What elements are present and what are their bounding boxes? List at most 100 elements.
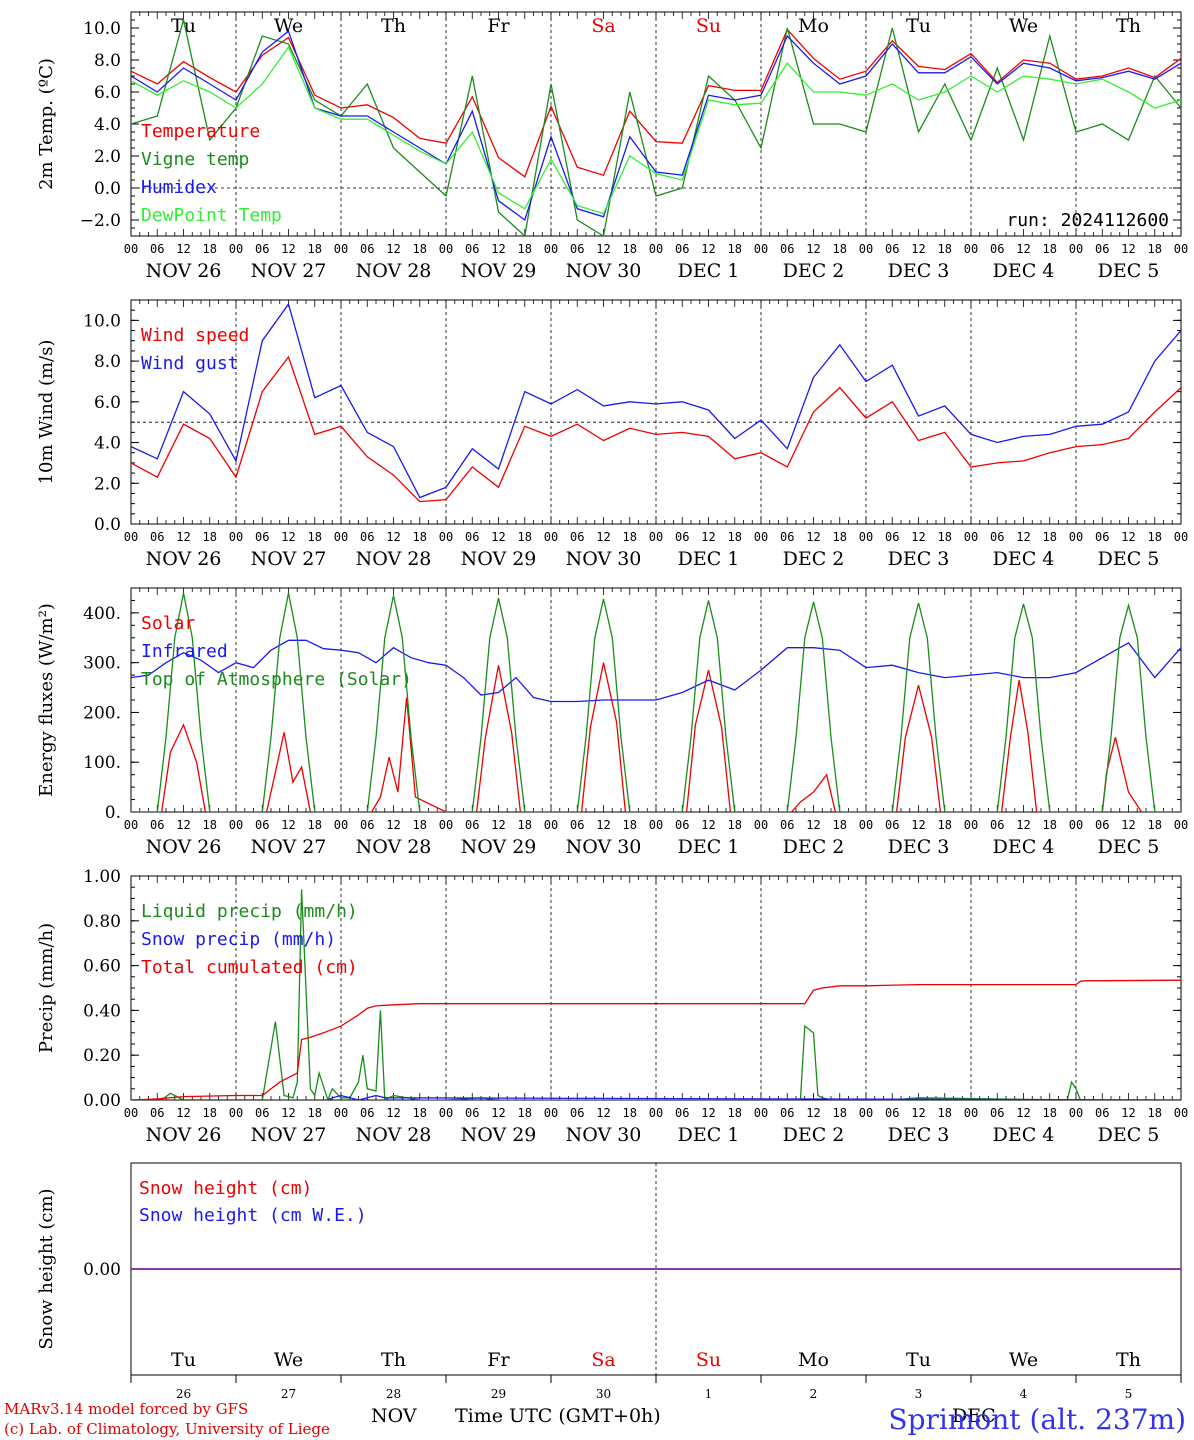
- legend-entry: Vigne temp: [141, 149, 249, 170]
- y-tick-label: 0.80: [83, 912, 121, 932]
- day-number: 5: [1125, 1387, 1133, 1401]
- hour-tick-label: 12: [1016, 1106, 1030, 1120]
- hour-tick-label: 18: [203, 242, 217, 256]
- hour-tick-label: 18: [1043, 242, 1057, 256]
- y-tick-label: 0.60: [83, 957, 121, 977]
- hour-tick-label: 06: [885, 242, 899, 256]
- date-label: NOV 30: [566, 1124, 642, 1146]
- hour-tick-label: 00: [649, 818, 663, 832]
- y-tick-label: 0.0: [94, 515, 121, 535]
- hour-tick-label: 12: [491, 530, 505, 544]
- y-tick-label: 6.0: [94, 83, 121, 103]
- hour-tick-label: 12: [701, 818, 715, 832]
- hour-tick-label: 06: [150, 1106, 164, 1120]
- date-label: NOV 26: [146, 1124, 222, 1146]
- hour-tick-label: 18: [413, 818, 427, 832]
- date-label: NOV 30: [566, 548, 642, 570]
- hour-tick-label: 00: [1174, 818, 1188, 832]
- date-label: NOV 26: [146, 836, 222, 858]
- y-tick-label: 2.0: [94, 474, 121, 494]
- y-axis-label: 10m Wind (m/s): [36, 340, 57, 485]
- hour-tick-label: 12: [386, 818, 400, 832]
- hour-tick-label: 12: [1121, 818, 1135, 832]
- hour-tick-label: 12: [281, 818, 295, 832]
- y-tick-label: 0.00: [83, 1091, 121, 1111]
- hour-tick-label: 12: [806, 1106, 820, 1120]
- hour-tick-label: 18: [518, 530, 532, 544]
- hour-tick-label: 12: [701, 530, 715, 544]
- hour-tick-label: 06: [150, 818, 164, 832]
- hour-tick-label: 12: [806, 818, 820, 832]
- hour-tick-label: 12: [281, 242, 295, 256]
- hour-tick-label: 12: [281, 530, 295, 544]
- date-label: DEC 5: [1098, 1124, 1160, 1146]
- hour-tick-label: 00: [544, 242, 558, 256]
- date-label: NOV 29: [461, 548, 537, 570]
- date-label: NOV 28: [356, 1124, 432, 1146]
- y-tick-label: 10.0: [83, 311, 121, 331]
- day-number: 30: [596, 1387, 611, 1401]
- hour-tick-label: 00: [649, 242, 663, 256]
- hour-tick-label: 18: [728, 818, 742, 832]
- hour-tick-label: 18: [1043, 530, 1057, 544]
- hour-tick-label: 12: [491, 1106, 505, 1120]
- day-label: Sa: [591, 15, 615, 37]
- hour-tick-label: 00: [439, 1106, 453, 1120]
- day-number: 3: [915, 1387, 923, 1401]
- hour-tick-label: 12: [596, 818, 610, 832]
- hour-tick-label: 06: [360, 242, 374, 256]
- date-label: DEC 4: [993, 548, 1055, 570]
- hour-tick-label: 18: [623, 242, 637, 256]
- hour-tick-label: 06: [885, 1106, 899, 1120]
- day-number: 26: [176, 1387, 191, 1401]
- day-label: Th: [381, 15, 406, 37]
- hour-tick-label: 06: [1095, 530, 1109, 544]
- hour-tick-label: 12: [1121, 1106, 1135, 1120]
- location-label: Sprimont (alt. 237m): [888, 1403, 1186, 1436]
- y-tick-label: 300.: [83, 654, 121, 674]
- hour-tick-label: 00: [1069, 242, 1083, 256]
- hour-tick-label: 06: [570, 530, 584, 544]
- panel-frame: [131, 12, 1181, 236]
- date-label: DEC 3: [888, 836, 950, 858]
- y-tick-label: 4.0: [94, 115, 121, 135]
- date-label: NOV 30: [566, 836, 642, 858]
- y-axis-label: Snow height (cm): [36, 1188, 57, 1349]
- hour-tick-label: 12: [806, 242, 820, 256]
- y-tick-label: 2.0: [94, 147, 121, 167]
- hour-tick-label: 00: [334, 1106, 348, 1120]
- date-label: DEC 5: [1098, 548, 1160, 570]
- legend-entry: Solar: [141, 613, 195, 634]
- date-label: DEC 4: [993, 260, 1055, 282]
- hour-tick-label: 18: [728, 530, 742, 544]
- hour-tick-label: 06: [255, 530, 269, 544]
- panel-3: 400.300.200.100.0.00 06 12 18NOV 2600 06 12 18…: [36, 588, 1188, 858]
- hour-tick-label: 06: [675, 818, 689, 832]
- hour-tick-label: 18: [518, 1106, 532, 1120]
- hour-tick-label: 18: [203, 530, 217, 544]
- y-tick-label: 0.0: [94, 179, 121, 199]
- hour-tick-label: 06: [570, 242, 584, 256]
- hour-tick-label: 06: [990, 818, 1004, 832]
- hour-tick-label: 00: [859, 818, 873, 832]
- meteogram: 10.08.06.04.02.00.0−2.000 06 12 18NOV 2600 0…: [0, 0, 1194, 1440]
- date-label: NOV 27: [251, 548, 327, 570]
- hour-tick-label: 06: [150, 242, 164, 256]
- hour-tick-label: 00: [124, 1106, 138, 1120]
- hour-tick-label: 12: [596, 530, 610, 544]
- hour-tick-label: 00: [964, 818, 978, 832]
- hour-tick-label: 06: [780, 530, 794, 544]
- hour-tick-label: 12: [176, 530, 190, 544]
- date-label: DEC 5: [1098, 260, 1160, 282]
- day-label: Tu: [906, 15, 931, 37]
- hour-tick-label: 18: [833, 1106, 847, 1120]
- legend-entry: Wind speed: [141, 325, 249, 346]
- hour-tick-label: 12: [386, 530, 400, 544]
- hour-tick-label: 12: [701, 1106, 715, 1120]
- hour-tick-label: 06: [465, 818, 479, 832]
- hour-tick-label: 12: [1121, 530, 1135, 544]
- hour-tick-label: 00: [754, 1106, 768, 1120]
- legend-entry: Top of Atmosphere (Solar): [141, 669, 412, 690]
- hour-tick-label: 12: [806, 530, 820, 544]
